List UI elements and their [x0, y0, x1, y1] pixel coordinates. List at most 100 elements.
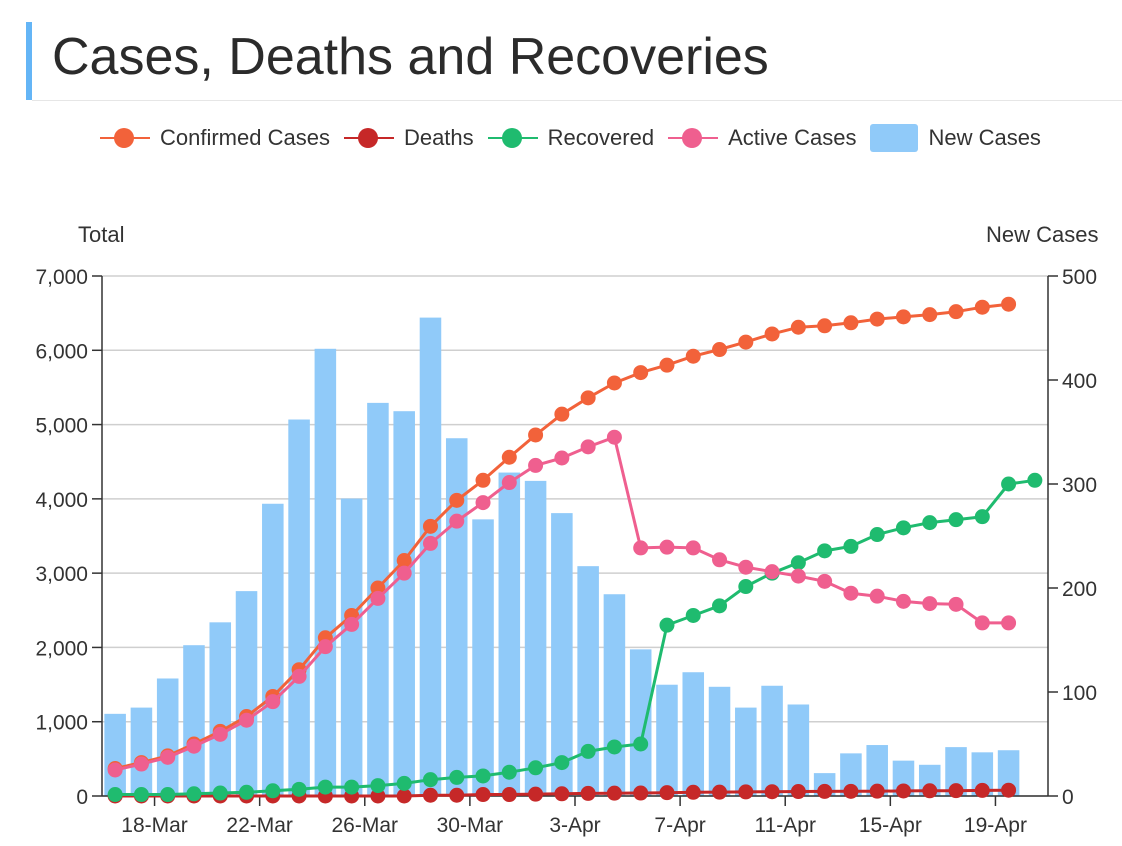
- bar-new-cases: [787, 704, 810, 796]
- legend-line-marker-icon: [487, 128, 538, 148]
- point-recovered: [1001, 476, 1017, 492]
- point-confirmed-cases: [895, 309, 911, 325]
- legend-item-deaths[interactable]: Deaths: [343, 125, 474, 151]
- left-tick-label: 0: [76, 786, 88, 809]
- bar-new-cases: [708, 686, 731, 796]
- point-deaths: [1001, 782, 1017, 798]
- point-recovered: [317, 779, 333, 795]
- point-recovered: [265, 783, 281, 799]
- left-tick-label: 4,000: [35, 489, 88, 512]
- point-recovered: [554, 755, 570, 771]
- point-recovered: [107, 787, 123, 803]
- point-deaths: [475, 787, 491, 803]
- point-deaths: [869, 783, 885, 799]
- point-deaths: [712, 784, 728, 800]
- legend-line-marker-icon: [343, 128, 394, 148]
- point-deaths: [790, 784, 806, 800]
- point-active-cases: [528, 457, 544, 473]
- point-confirmed-cases: [475, 472, 491, 488]
- bar-new-cases: [551, 513, 573, 796]
- point-recovered: [633, 736, 649, 752]
- point-confirmed-cases: [922, 307, 938, 323]
- point-deaths: [817, 783, 833, 799]
- point-confirmed-cases: [712, 342, 728, 358]
- point-active-cases: [396, 565, 412, 581]
- point-confirmed-cases: [948, 304, 964, 320]
- bar-new-cases: [314, 348, 337, 796]
- point-deaths: [685, 784, 701, 800]
- bar-new-cases: [419, 317, 442, 796]
- point-active-cases: [133, 756, 149, 772]
- point-recovered: [449, 769, 465, 785]
- point-deaths: [843, 783, 859, 799]
- left-tick-label: 1,000: [35, 712, 88, 735]
- point-active-cases: [1001, 615, 1017, 631]
- point-deaths: [922, 783, 938, 799]
- right-axis-title: New Cases: [986, 222, 1099, 247]
- point-recovered: [160, 787, 176, 803]
- x-tick-label: 22-Mar: [226, 814, 293, 837]
- point-deaths: [370, 788, 386, 804]
- point-active-cases: [685, 540, 701, 556]
- x-tick-label: 3-Apr: [549, 814, 600, 837]
- legend-item-recovered[interactable]: Recovered: [487, 125, 655, 151]
- point-deaths: [764, 784, 780, 800]
- legend-label: Recovered: [547, 125, 655, 150]
- point-recovered: [133, 787, 149, 803]
- point-active-cases: [317, 639, 333, 655]
- point-recovered: [291, 781, 307, 797]
- point-recovered: [239, 784, 255, 800]
- title-accent-bar: [26, 22, 32, 100]
- bar-new-cases: [472, 519, 494, 796]
- point-active-cases: [580, 439, 596, 455]
- point-confirmed-cases: [685, 348, 701, 364]
- right-tick-label: 500: [1062, 266, 1097, 289]
- point-active-cases: [239, 712, 255, 728]
- point-recovered: [580, 743, 596, 759]
- right-tick-label: 0: [1062, 786, 1074, 809]
- point-recovered: [528, 760, 544, 776]
- point-active-cases: [948, 596, 964, 612]
- bar-new-cases: [524, 480, 547, 796]
- point-confirmed-cases: [528, 427, 544, 443]
- left-tick-label: 3,000: [35, 563, 88, 586]
- bar-new-cases: [840, 753, 862, 796]
- point-active-cases: [370, 590, 386, 606]
- point-recovered: [212, 785, 228, 801]
- point-recovered: [738, 579, 754, 595]
- legend-item-active[interactable]: Active Cases: [668, 125, 856, 151]
- point-confirmed-cases: [974, 299, 990, 315]
- point-active-cases: [344, 616, 360, 632]
- point-recovered: [948, 512, 964, 528]
- point-active-cases: [606, 429, 622, 445]
- point-recovered: [974, 509, 990, 525]
- point-confirmed-cases: [738, 334, 754, 350]
- point-deaths: [580, 785, 596, 801]
- bar-new-cases: [340, 498, 363, 796]
- point-active-cases: [843, 585, 859, 601]
- legend-item-confirmed[interactable]: Confirmed Cases: [100, 125, 330, 151]
- legend-item-new-cases[interactable]: New Cases: [870, 124, 1041, 152]
- legend-line-marker-icon: [100, 128, 150, 148]
- point-recovered: [895, 520, 911, 536]
- left-tick-label: 5,000: [35, 415, 88, 438]
- point-active-cases: [265, 694, 281, 710]
- left-axis-title: Total: [78, 222, 125, 247]
- right-tick-label: 200: [1062, 578, 1097, 601]
- title-divider: [32, 100, 1122, 101]
- point-recovered: [817, 543, 833, 559]
- x-tick-label: 18-Mar: [121, 814, 188, 837]
- x-tick-label: 11-Apr: [754, 814, 815, 837]
- point-active-cases: [817, 573, 833, 589]
- point-confirmed-cases: [843, 315, 859, 331]
- bar-new-cases: [262, 503, 284, 796]
- bar-new-cases: [603, 594, 626, 796]
- left-tick-label: 2,000: [35, 637, 88, 660]
- point-deaths: [633, 785, 649, 801]
- legend-dot: [682, 128, 703, 148]
- point-active-cases: [449, 513, 465, 529]
- point-confirmed-cases: [449, 492, 465, 508]
- point-active-cases: [475, 495, 491, 511]
- point-active-cases: [186, 738, 202, 754]
